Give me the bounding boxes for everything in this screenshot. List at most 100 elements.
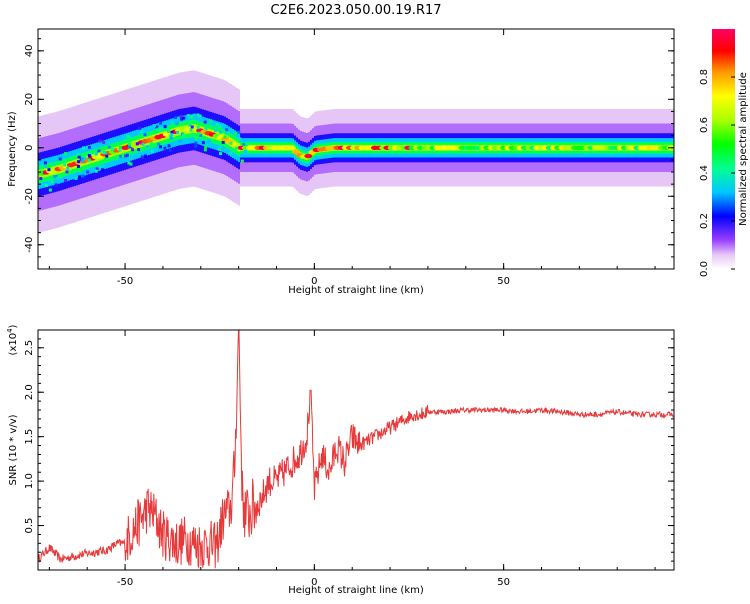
heat-speckle <box>188 123 192 127</box>
heat-speckle <box>175 130 179 134</box>
heat-speckle <box>143 154 147 158</box>
heat-speckle <box>138 126 142 130</box>
heat-speckle <box>189 115 193 119</box>
heat-speckle <box>99 164 103 168</box>
heat-speckle <box>182 116 186 120</box>
colorbar-tick-label: 0.4 <box>699 165 710 181</box>
heat-speckle <box>169 134 173 138</box>
heat-speckle <box>229 151 233 155</box>
heat-speckle <box>238 137 242 141</box>
snr-series-line <box>38 330 674 570</box>
heat-speckle <box>215 123 219 127</box>
heat-speckle <box>181 133 185 137</box>
heat-speckle <box>194 137 198 141</box>
heat-speckle <box>194 141 198 145</box>
heat-speckle <box>76 152 80 156</box>
heat-speckle <box>127 145 131 149</box>
heat-speckle <box>58 157 62 161</box>
heat-speckle <box>122 135 126 139</box>
colorbar: 0.0 0.2 0.4 0.6 0.8 Normalized spectral ampl… <box>699 29 749 277</box>
heat-speckle <box>43 161 47 165</box>
heat-speckle <box>168 148 172 152</box>
colorbar-tick-label: 0.8 <box>699 69 710 85</box>
heat-speckle <box>81 174 85 178</box>
heat-speckle <box>66 166 70 170</box>
heat-speckle <box>225 131 229 135</box>
heat-speckle <box>197 131 201 135</box>
heat-speckle <box>214 128 218 132</box>
heat-speckle <box>101 150 105 154</box>
heat-speckle <box>192 113 196 117</box>
heat-speckle <box>64 152 68 156</box>
heat-speckle <box>126 134 130 138</box>
heat-speckle <box>159 145 163 149</box>
heat-speckle <box>51 163 55 167</box>
heat-speckle <box>119 154 123 158</box>
spectrogram-ticks: -50 0 50 -40 -20 0 20 40 <box>24 29 674 287</box>
heat-speckle <box>86 170 90 174</box>
heat-speckle <box>243 149 247 153</box>
heat-speckle <box>145 145 149 149</box>
heat-speckle <box>189 128 193 132</box>
snr-xlabel: Height of straight line (km) <box>288 585 424 596</box>
heat-speckle <box>105 154 109 158</box>
heat-speckle <box>135 142 139 146</box>
heat-speckle <box>101 168 105 172</box>
y-tick-label: 1.5 <box>24 429 35 445</box>
heat-speckle <box>150 149 154 153</box>
heat-speckle <box>233 132 237 136</box>
heat-speckle <box>156 128 160 132</box>
heat-speckle <box>170 130 174 134</box>
heat-speckle <box>137 148 141 152</box>
heat-speckle <box>219 152 223 156</box>
heat-speckle <box>87 154 91 158</box>
heat-speckle <box>55 176 59 180</box>
snr-exponent-label: (x104) <box>6 324 19 355</box>
heat-speckle <box>97 149 101 153</box>
heat-speckle <box>49 186 53 190</box>
heat-speckle <box>102 140 106 144</box>
heat-speckle <box>207 139 211 143</box>
heat-speckle <box>240 159 244 163</box>
heat-speckle <box>140 130 144 134</box>
heat-speckle <box>244 143 248 147</box>
heat-speckle <box>65 170 69 174</box>
heat-speckle <box>149 141 153 145</box>
x-tick-label: -50 <box>117 577 133 588</box>
heat-speckle <box>59 175 63 179</box>
heat-speckle <box>190 125 194 129</box>
heat-speckle <box>82 146 86 150</box>
y-tick-label: 2.5 <box>24 340 35 356</box>
heat-speckle <box>204 145 208 149</box>
heat-speckle <box>98 139 102 143</box>
heat-speckle <box>87 158 91 162</box>
heat-speckle <box>141 142 145 146</box>
heat-speckle <box>103 151 107 155</box>
heat-speckle <box>157 142 161 146</box>
y-tick-label: 20 <box>24 93 35 106</box>
colorbar-tick-label: 0.6 <box>699 117 710 133</box>
y-tick-label: 0 <box>24 145 35 151</box>
heat-peak <box>291 149 300 154</box>
y-tick-label: -20 <box>24 188 35 204</box>
snr-ylabel: SNR (10 * v/v) <box>8 414 19 485</box>
heat-speckle <box>47 165 51 169</box>
heat-speckle <box>223 135 227 139</box>
heat-speckle <box>221 140 225 144</box>
heat-speckle <box>175 121 179 125</box>
heat-speckle <box>87 145 91 149</box>
exponent-prefix: (x10 <box>8 333 19 356</box>
heat-speckle <box>79 168 83 172</box>
heat-speckle <box>198 114 202 118</box>
heat-speckle <box>234 146 238 150</box>
colorbar-label: Normalized spectral amplitude <box>738 72 749 226</box>
svg-text:(x104): (x104) <box>6 324 19 355</box>
heat-speckle <box>95 167 99 171</box>
spectrogram-panel: -50 0 50 -40 -20 0 20 40 Height of straight lin… <box>7 28 675 296</box>
x-tick-label: -50 <box>117 276 133 287</box>
exponent-close: ) <box>8 324 19 328</box>
heat-speckle <box>185 121 189 125</box>
heat-speckle <box>76 164 80 168</box>
heat-speckle <box>64 179 68 183</box>
heat-speckle <box>167 129 171 133</box>
